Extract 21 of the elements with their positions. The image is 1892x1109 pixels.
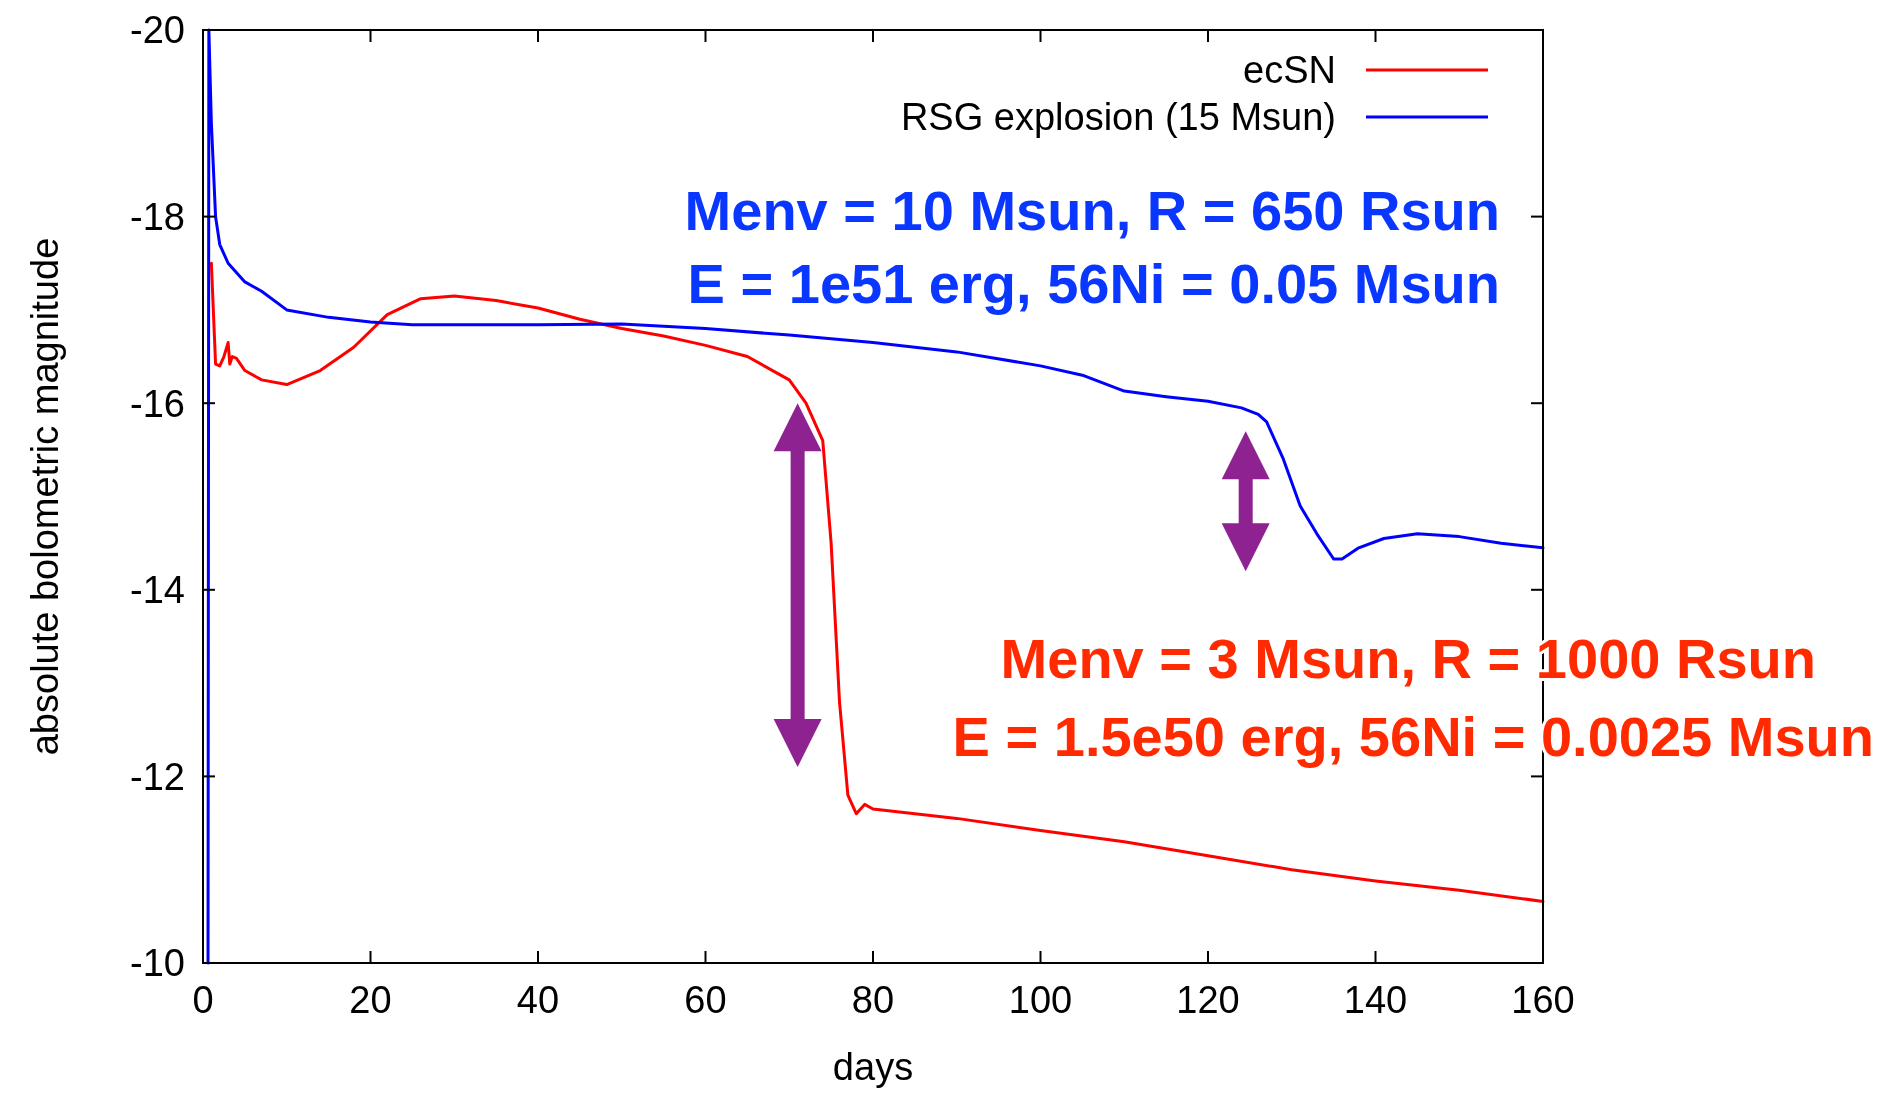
x-tick-label: 60 xyxy=(684,979,727,1021)
legend-label: ecSN xyxy=(1243,49,1336,91)
y-tick-label: -20 xyxy=(130,9,185,52)
annotation: Menv = 10 Msun, R = 650 Rsun xyxy=(684,179,1500,242)
x-tick-label: 20 xyxy=(349,979,392,1021)
y-tick-label: -10 xyxy=(130,942,185,985)
x-tick-label: 120 xyxy=(1176,979,1240,1021)
y-tick-label: -12 xyxy=(130,755,185,798)
x-tick-label: 140 xyxy=(1343,979,1408,1021)
y-axis-title: absolute bolometric magnitude xyxy=(24,237,66,756)
legend-label: RSG explosion (15 Msun) xyxy=(900,96,1336,138)
x-tick-label: 80 xyxy=(851,979,895,1021)
x-tick-label: 160 xyxy=(1511,979,1575,1021)
y-tick-label: -16 xyxy=(130,382,185,425)
x-tick-label: 100 xyxy=(1008,979,1073,1021)
x-axis-title: days xyxy=(832,1046,914,1088)
x-tick-label: 0 xyxy=(192,979,214,1021)
x-tick-label: 40 xyxy=(516,979,560,1021)
y-tick-label: -14 xyxy=(130,569,185,612)
annotation: E = 1e51 erg, 56Ni = 0.05 Msun xyxy=(687,252,1500,315)
y-tick-label: -18 xyxy=(130,195,185,238)
